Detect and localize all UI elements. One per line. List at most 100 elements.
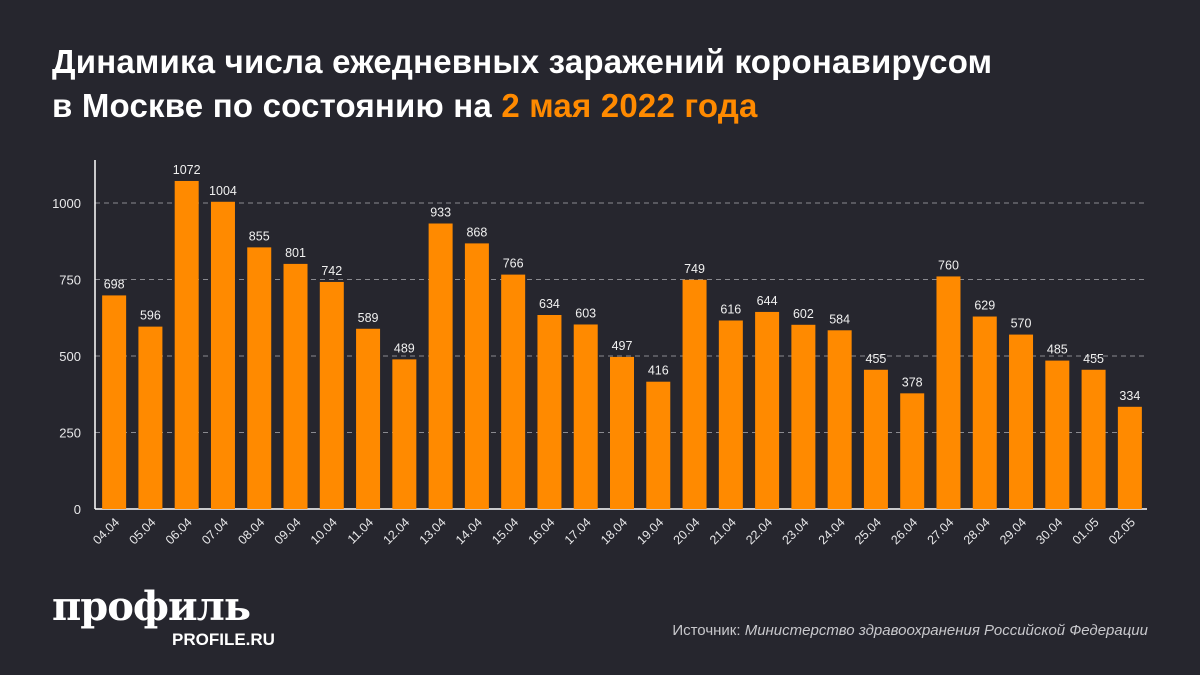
source-note: Источник: Министерство здравоохранения Р… [672,622,1148,639]
x-tick-label: 13.04 [417,515,449,547]
bar [1009,334,1034,509]
x-tick-label: 22.04 [743,515,775,547]
x-tick-label: 29.04 [997,515,1029,547]
bar [392,359,417,509]
bar [174,180,199,509]
data-label: 766 [503,257,524,271]
bar [356,328,381,509]
profile-logo: профиль PROFILE.RU [52,584,275,650]
x-tick-label: 27.04 [925,515,957,547]
x-tick-label: 30.04 [1033,515,1065,547]
x-tick-label: 14.04 [453,515,485,547]
bar [755,311,780,509]
bar [1117,406,1142,509]
bar [283,263,308,509]
bar [827,330,852,509]
data-label: 801 [285,246,306,260]
data-label: 455 [866,352,887,366]
data-label: 378 [902,375,923,389]
data-label: 1004 [209,184,237,198]
x-tick-label: 08.04 [235,515,267,547]
data-label: 629 [974,299,995,313]
data-label: 455 [1083,352,1104,366]
x-tick-label: 12.04 [380,515,412,547]
source-label: Источник: [672,622,745,639]
logo-sub: PROFILE.RU [172,630,275,649]
bar [936,276,961,509]
data-label: 603 [575,306,596,320]
bar [610,356,634,509]
data-label: 933 [430,206,451,220]
bar [900,393,925,509]
logo-main: профиль [52,583,251,630]
bar [682,279,707,509]
x-tick-label: 21.04 [707,515,739,547]
title-prefix: в Москве по состоянию на [52,87,502,124]
data-label: 416 [648,364,669,378]
data-label: 602 [793,307,814,321]
x-tick-label: 23.04 [779,515,811,547]
data-label: 570 [1011,317,1032,331]
x-tick-label: 10.04 [308,515,340,547]
title-line2: в Москве по состоянию на 2 мая 2022 года [52,84,992,128]
bar [537,314,562,509]
bar [501,274,526,509]
data-label: 489 [394,341,415,355]
data-label: 589 [358,311,379,325]
bar [646,381,671,509]
x-tick-label: 09.04 [272,515,304,547]
x-tick-label: 19.04 [634,515,666,547]
x-tick-label: 15.04 [489,515,521,547]
data-label: 855 [249,229,270,243]
data-label: 584 [829,312,850,326]
bar [791,324,816,509]
bar [863,369,888,509]
x-tick-label: 01.05 [1070,515,1102,547]
data-label: 644 [757,294,778,308]
x-tick-label: 11.04 [345,515,376,546]
y-tick-label: 500 [59,349,81,364]
x-tick-label: 04.04 [90,515,122,547]
x-tick-label: 28.04 [961,515,993,547]
title-date: 2 мая 2022 года [501,87,758,124]
source-value: Министерство здравоохранения Российской … [744,622,1148,639]
data-label: 616 [720,303,741,317]
bar [247,247,272,509]
data-label: 1072 [173,163,201,177]
bar [319,281,344,509]
data-label: 596 [140,309,161,323]
data-label: 742 [321,264,342,278]
bar [972,316,997,509]
title-line1: Динамика числа ежедневных заражений коро… [52,43,993,80]
data-label: 634 [539,297,560,311]
data-label: 485 [1047,343,1068,357]
x-tick-label: 07.04 [199,515,231,547]
x-tick-label: 02.05 [1106,515,1138,547]
x-tick-label: 24.04 [816,515,848,547]
y-tick-label: 1000 [52,196,81,211]
bar [210,201,235,509]
chart-title: Динамика числа ежедневных заражений коро… [52,40,992,128]
x-tick-label: 25.04 [852,515,884,547]
bar [464,243,489,509]
x-tick-label: 18.04 [598,515,630,547]
x-tick-label: 17.04 [562,515,594,547]
x-tick-label: 16.04 [526,515,558,547]
y-tick-label: 750 [59,273,81,288]
data-label: 749 [684,262,705,276]
bar [718,320,743,509]
x-tick-label: 26.04 [888,515,920,547]
data-label: 497 [612,339,633,353]
x-tick-label: 20.04 [671,515,703,547]
x-tick-label: 06.04 [163,515,195,547]
y-tick-label: 250 [59,426,81,441]
bar [102,295,127,509]
x-tick-label: 05.04 [127,515,159,547]
bar [138,326,163,509]
y-tick-label: 0 [74,502,81,517]
data-label: 698 [104,277,125,291]
bar [1081,369,1106,509]
data-label: 760 [938,258,959,272]
bar [428,223,453,509]
